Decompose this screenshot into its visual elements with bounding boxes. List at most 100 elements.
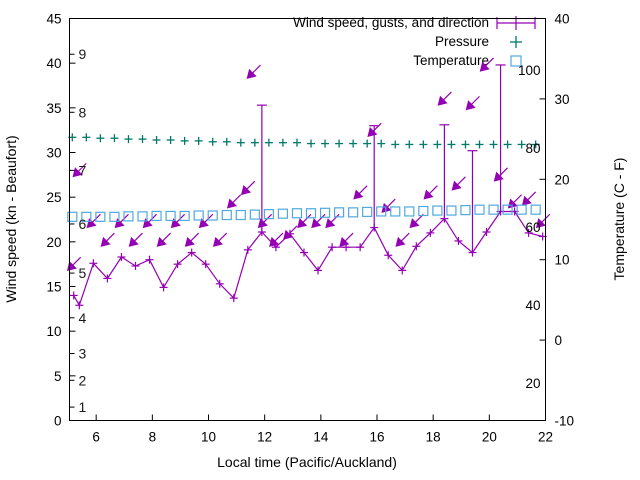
arrow-head [72, 167, 83, 178]
wind-direction-arrow [170, 213, 186, 229]
wind-direction-arrow [311, 213, 326, 229]
arrow-head [100, 236, 111, 247]
arrow-head [246, 68, 257, 79]
arrow-head [437, 95, 448, 106]
x-tick-label: 14 [313, 430, 329, 445]
y-tick-label: 30 [46, 146, 61, 161]
y-tick-label: 20 [46, 235, 61, 250]
y-tick-label: 0 [54, 414, 62, 429]
wind-direction-arrow [493, 167, 508, 182]
fahrenheit-label: 80 [525, 141, 540, 156]
arrow-head [395, 236, 406, 247]
beaufort-label: 7 [79, 162, 87, 178]
arrow-head [409, 218, 420, 229]
wind-direction-arrow [128, 232, 143, 247]
arrow-head [297, 218, 308, 229]
temperature-point [109, 211, 120, 222]
beaufort-label: 2 [79, 372, 87, 388]
arrow-head [226, 198, 237, 209]
wind-direction-arrow [451, 176, 466, 191]
arrow-head [465, 100, 476, 111]
arrow-head [535, 218, 546, 229]
fahrenheit-label: 40 [525, 298, 540, 313]
fahrenheit-label: 100 [518, 63, 541, 78]
arrow-head [339, 236, 350, 247]
temperature-point [291, 208, 303, 219]
y-tick-label: 10 [46, 324, 61, 339]
chart-axes: 051015202530354045-100102030402040608010… [46, 12, 574, 445]
arrow-head [170, 218, 181, 229]
arrow-head [451, 180, 462, 191]
temperature-point [123, 211, 134, 222]
temperature-point [151, 210, 162, 222]
temperature-point [333, 207, 345, 218]
temperature-point [446, 205, 457, 216]
temperature-point [235, 209, 246, 221]
beaufort-label: 9 [79, 46, 87, 62]
fahrenheit-label: 20 [525, 376, 540, 391]
arrow-head [353, 189, 364, 200]
wind-direction-arrow [100, 232, 115, 247]
wind-direction-arrow [367, 122, 382, 137]
x-tick-label: 20 [482, 430, 497, 445]
arrow-head [493, 171, 504, 182]
temperature-point [432, 205, 443, 216]
arrow-head [269, 236, 280, 247]
wind-direction-arrow [381, 198, 396, 213]
temperature-point [81, 211, 92, 222]
wind-direction-arrow [353, 185, 368, 200]
wind-direction-arrow [269, 232, 284, 247]
arrow-head [128, 236, 139, 247]
temperature-point [502, 204, 513, 215]
fahrenheit-label: 60 [525, 220, 540, 235]
legend-label-temperature: Temperature [413, 53, 489, 68]
y-tick-label: 5 [54, 369, 62, 384]
temperature-point [474, 204, 485, 215]
arrow-head [257, 218, 268, 229]
x-tick-label: 22 [538, 430, 553, 445]
beaufort-label: 5 [79, 265, 87, 281]
y2-tick-label: 40 [555, 12, 570, 27]
wind-direction-arrow [184, 232, 200, 247]
arrow-head [521, 195, 532, 206]
temperature-point [348, 207, 359, 218]
temperature-point [263, 209, 274, 220]
arrow-head [479, 61, 490, 72]
wind-direction-arrow [479, 57, 494, 72]
y-tick-label: 40 [46, 56, 61, 71]
wind-direction-arrow [246, 64, 261, 79]
x-tick-label: 12 [257, 430, 272, 445]
y2-tick-label: 30 [555, 92, 570, 107]
arrow-head [311, 218, 322, 229]
legend-marker-pressure [510, 36, 522, 48]
temperature-point [376, 206, 387, 217]
temperature-point [488, 204, 499, 215]
temperature-point [277, 208, 289, 219]
temperature-point [460, 205, 471, 216]
arrow-head [212, 236, 223, 247]
wind-direction-arrow [72, 162, 87, 178]
x-tick-label: 18 [426, 430, 441, 445]
y-axis-title: Wind speed (kn - Beaufort) [3, 135, 19, 302]
x-axis-title: Local time (Pacific/Auckland) [217, 454, 397, 470]
temperature-point [418, 205, 429, 217]
wind-direction-arrow [423, 185, 438, 200]
beaufort-label: 4 [79, 310, 87, 326]
wind-direction-arrow [339, 232, 354, 247]
wind-direction-arrow [325, 213, 340, 229]
legend-label-wind: Wind speed, gusts, and direction [293, 15, 489, 30]
temperature-point [319, 207, 331, 218]
temperature-point [530, 204, 541, 215]
beaufort-label: 6 [79, 216, 87, 232]
y2-axis-title: Temperature (C - F) [611, 158, 627, 281]
wind-direction-arrow [535, 213, 551, 229]
x-tick-label: 10 [201, 430, 216, 445]
temperature-point [362, 206, 373, 218]
wind-direction-arrow [240, 180, 256, 196]
temperature-point [305, 208, 317, 219]
temperature-point [404, 206, 415, 217]
beaufort-label: 1 [79, 399, 87, 415]
wind-direction-arrow [212, 232, 228, 247]
